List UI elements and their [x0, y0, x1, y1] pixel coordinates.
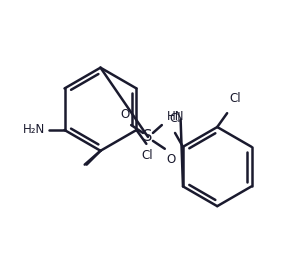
Text: HN: HN: [167, 110, 184, 123]
Text: O: O: [121, 108, 130, 121]
Text: Cl: Cl: [169, 112, 181, 125]
Text: Cl: Cl: [142, 149, 153, 162]
Text: O: O: [166, 153, 176, 166]
Text: Cl: Cl: [229, 92, 241, 105]
Text: H₂N: H₂N: [23, 124, 45, 136]
Text: S: S: [143, 130, 153, 145]
